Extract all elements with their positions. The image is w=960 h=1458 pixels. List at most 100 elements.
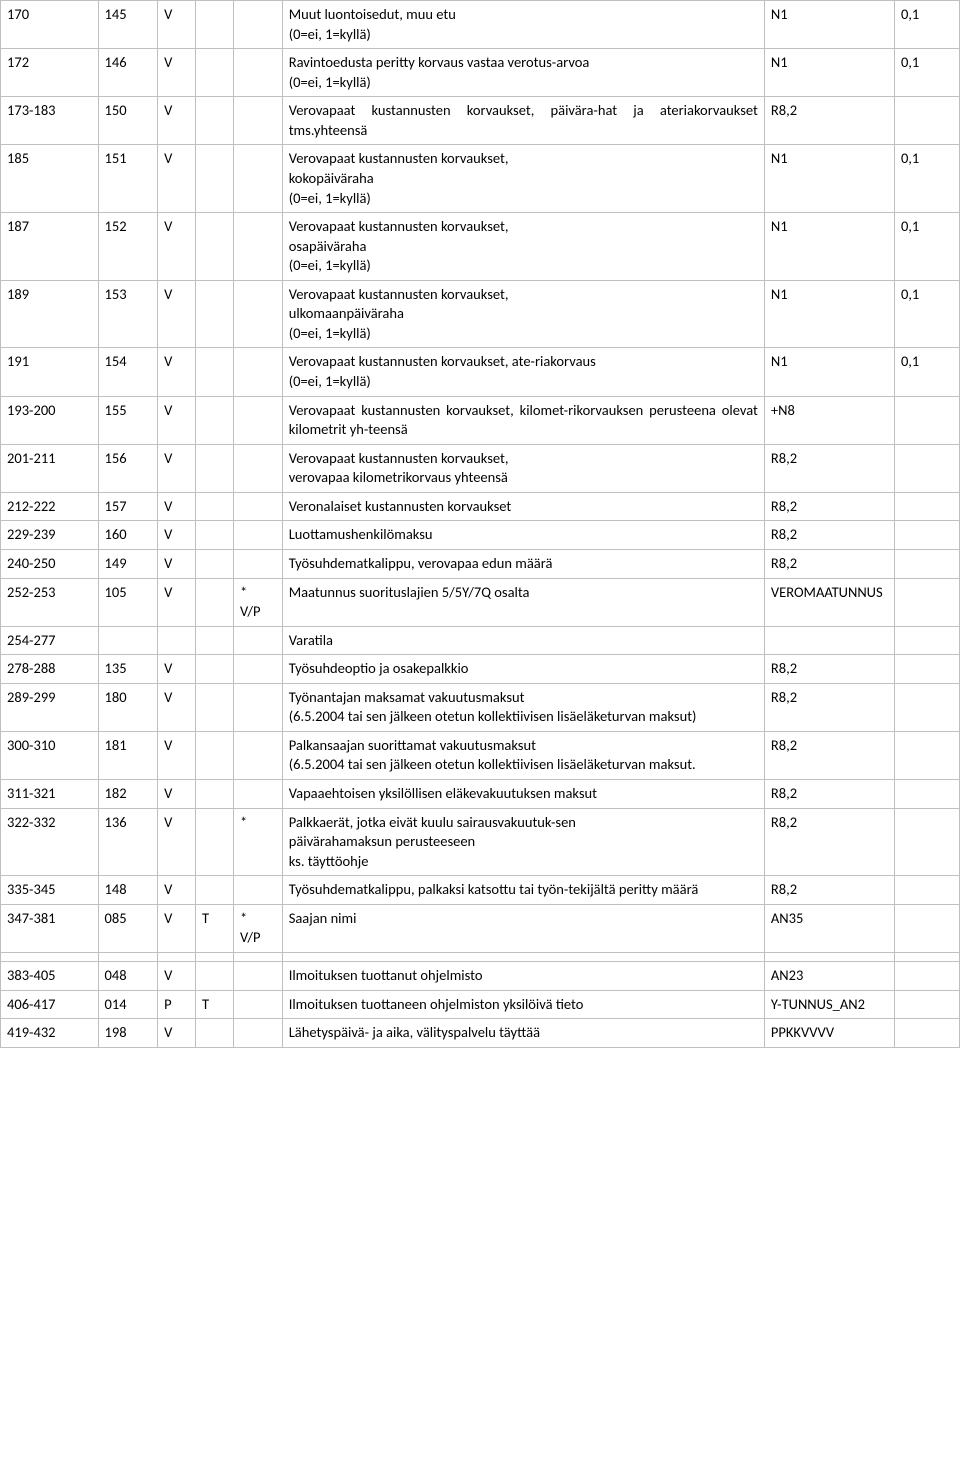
cell-c1: 201-211 (1, 444, 99, 492)
table-row: 173-183150VVerovapaat kustannusten korva… (1, 97, 960, 145)
cell-c7: Y-TUNNUS_AN2 (764, 990, 894, 1019)
cell-c2: 182 (98, 780, 158, 809)
cell-c6: Saajan nimi (282, 904, 764, 952)
cell-c1: 289-299 (1, 683, 99, 731)
cell-c5 (233, 521, 282, 550)
cell-c6: Luottamushenkilömaksu (282, 521, 764, 550)
cell-c3: V (158, 97, 196, 145)
cell-c7: PPKKVVVV (764, 1019, 894, 1048)
cell-c3: V (158, 145, 196, 213)
cell-c6: Varatila (282, 626, 764, 655)
table-row: 187152VVerovapaat kustannusten korvaukse… (1, 213, 960, 281)
cell-c6: Ilmoituksen tuottaneen ohjelmiston yksil… (282, 990, 764, 1019)
cell-c3: V (158, 49, 196, 97)
cell-c7: R8,2 (764, 521, 894, 550)
cell-c5 (233, 731, 282, 779)
cell-c2: 014 (98, 990, 158, 1019)
cell-c7: R8,2 (764, 876, 894, 905)
cell-c6: Verovapaat kustannusten korvaukset,osapä… (282, 213, 764, 281)
cell-c7 (764, 626, 894, 655)
cell-c4: T (196, 990, 234, 1019)
cell-c3 (158, 952, 196, 961)
table-row: 191154VVerovapaat kustannusten korvaukse… (1, 348, 960, 396)
cell-c3: V (158, 578, 196, 626)
data-table: 170145VMuut luontoisedut, muu etu(0=ei, … (0, 0, 960, 1048)
cell-c3: V (158, 808, 196, 876)
cell-c2: 155 (98, 396, 158, 444)
cell-c1: 335-345 (1, 876, 99, 905)
cell-c3: V (158, 521, 196, 550)
cell-c6: Ilmoituksen tuottanut ohjelmisto (282, 961, 764, 990)
cell-c1: 187 (1, 213, 99, 281)
cell-c8 (894, 961, 959, 990)
cell-c7: AN23 (764, 961, 894, 990)
cell-c7: AN35 (764, 904, 894, 952)
cell-c8 (894, 396, 959, 444)
table-row: 419-432198VLähetyspäivä- ja aika, välity… (1, 1019, 960, 1048)
cell-c6: Verovapaat kustannusten korvaukset, päiv… (282, 97, 764, 145)
cell-c5: *V/P (233, 904, 282, 952)
cell-c5 (233, 952, 282, 961)
cell-c2: 136 (98, 808, 158, 876)
cell-c8: 0,1 (894, 213, 959, 281)
cell-c5 (233, 145, 282, 213)
cell-c2: 160 (98, 521, 158, 550)
cell-c4 (196, 780, 234, 809)
cell-c4 (196, 683, 234, 731)
cell-c3: V (158, 780, 196, 809)
cell-c6: Verovapaat kustannusten korvaukset, ate-… (282, 348, 764, 396)
cell-c1: 240-250 (1, 549, 99, 578)
cell-c2: 180 (98, 683, 158, 731)
cell-c1: 229-239 (1, 521, 99, 550)
cell-c4 (196, 876, 234, 905)
cell-c4 (196, 280, 234, 348)
cell-c8: 0,1 (894, 348, 959, 396)
cell-c4 (196, 578, 234, 626)
cell-c8 (894, 1019, 959, 1048)
cell-c4 (196, 49, 234, 97)
cell-c3: V (158, 1019, 196, 1048)
cell-c8 (894, 683, 959, 731)
cell-c5 (233, 49, 282, 97)
cell-c3: V (158, 444, 196, 492)
cell-c8 (894, 626, 959, 655)
cell-c5 (233, 1019, 282, 1048)
cell-c4 (196, 655, 234, 684)
cell-c1: 254-277 (1, 626, 99, 655)
cell-c5 (233, 396, 282, 444)
cell-c5 (233, 213, 282, 281)
table-row: 383-405048VIlmoituksen tuottanut ohjelmi… (1, 961, 960, 990)
cell-c8 (894, 808, 959, 876)
cell-c4 (196, 731, 234, 779)
cell-c8 (894, 578, 959, 626)
cell-c6: Veronalaiset kustannusten korvaukset (282, 492, 764, 521)
cell-c2: 148 (98, 876, 158, 905)
cell-c6: Verovapaat kustannusten korvaukset, kilo… (282, 396, 764, 444)
cell-c1: 278-288 (1, 655, 99, 684)
cell-c6: Verovapaat kustannusten korvaukset,kokop… (282, 145, 764, 213)
table-row: 189153VVerovapaat kustannusten korvaukse… (1, 280, 960, 348)
cell-c7: N1 (764, 280, 894, 348)
cell-c1: 347-381 (1, 904, 99, 952)
cell-c7: R8,2 (764, 731, 894, 779)
cell-c5 (233, 626, 282, 655)
cell-c2: 157 (98, 492, 158, 521)
cell-c6: Palkansaajan suorittamat vakuutusmaksut(… (282, 731, 764, 779)
cell-c6: Ravintoedusta peritty korvaus vastaa ver… (282, 49, 764, 97)
table-row: 335-345148VTyösuhdematkalippu, palkaksi … (1, 876, 960, 905)
cell-c4 (196, 145, 234, 213)
cell-c2: 181 (98, 731, 158, 779)
cell-c2: 145 (98, 1, 158, 49)
table-row (1, 952, 960, 961)
cell-c8: 0,1 (894, 280, 959, 348)
cell-c7: R8,2 (764, 444, 894, 492)
cell-c3: V (158, 348, 196, 396)
cell-c5 (233, 1, 282, 49)
cell-c3: V (158, 961, 196, 990)
cell-c7: N1 (764, 145, 894, 213)
cell-c3: V (158, 492, 196, 521)
table-row: 185151VVerovapaat kustannusten korvaukse… (1, 145, 960, 213)
cell-c8 (894, 97, 959, 145)
cell-c6: Työnantajan maksamat vakuutusmaksut(6.5.… (282, 683, 764, 731)
table-row: 193-200155VVerovapaat kustannusten korva… (1, 396, 960, 444)
